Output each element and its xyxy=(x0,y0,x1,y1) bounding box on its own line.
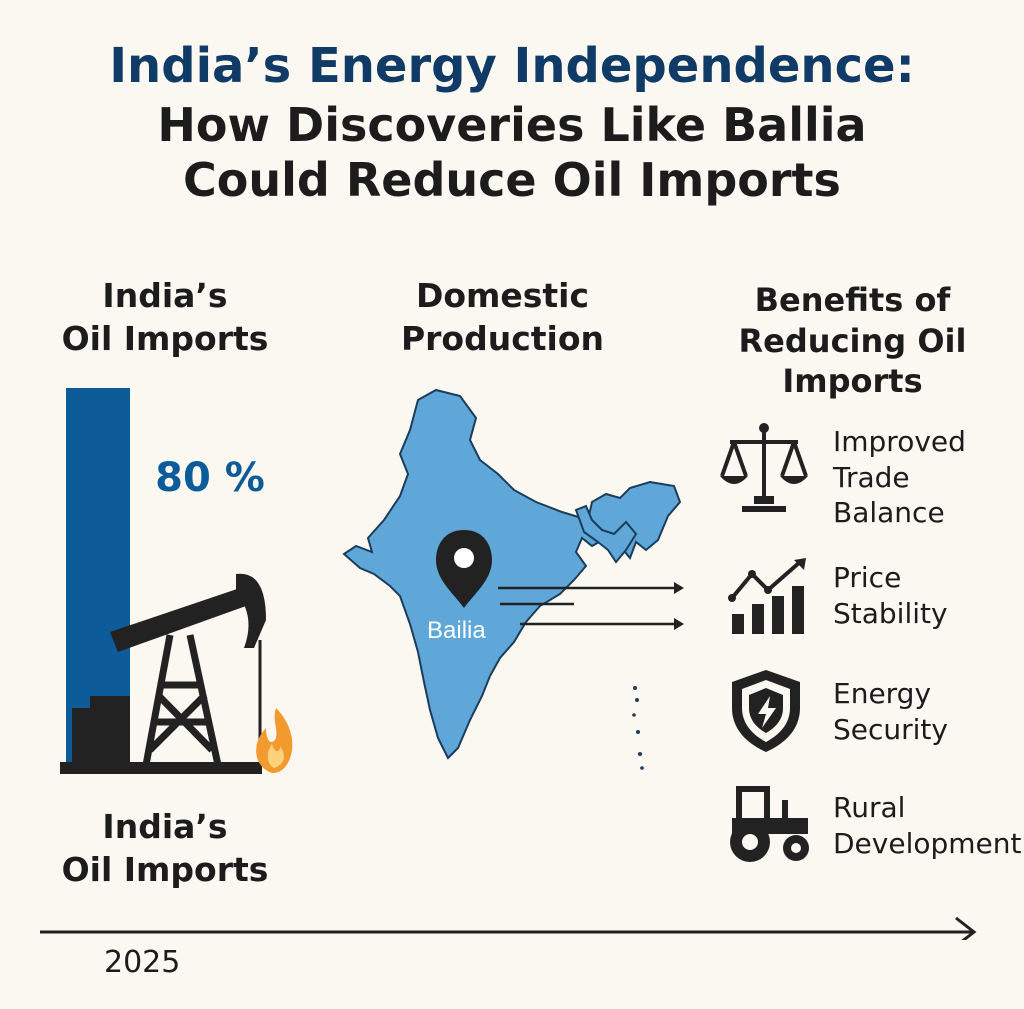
imports-heading: India’s Oil Imports xyxy=(40,275,290,361)
benefits-heading-line-2: Reducing Oil xyxy=(738,321,967,360)
timeline-year: 2025 xyxy=(104,945,181,980)
benefit-1-line-2: Trade xyxy=(833,460,910,494)
oil-pump-icon xyxy=(60,573,293,774)
benefit-4-line-1: Rural xyxy=(833,791,906,824)
pump-beam xyxy=(110,588,246,652)
benefit-price-stability: Price Stability xyxy=(833,560,948,631)
pump-derrick xyxy=(142,634,222,766)
benefit-trade-balance: Improved Trade Balance xyxy=(833,424,966,531)
pump-horse-head xyxy=(236,573,266,648)
location-pin-icon xyxy=(436,530,492,608)
pump-base xyxy=(60,762,262,774)
shield-bolt-icon xyxy=(732,670,800,752)
imports-heading-line-1: India’s xyxy=(102,276,228,315)
india-map-shape xyxy=(342,388,682,760)
scales-icon xyxy=(720,423,808,512)
title-line-3: Could Reduce Oil Imports xyxy=(183,152,841,207)
benefit-2-line-2: Stability xyxy=(833,596,948,630)
benefit-energy-security: Energy Security xyxy=(833,676,948,747)
benefit-rural-development: Rural Development xyxy=(833,790,1022,861)
imports-footer: India’s Oil Imports xyxy=(40,806,290,892)
benefits-heading: Benefits of Reducing Oil Imports xyxy=(720,280,985,402)
map-location-label: Bailia xyxy=(427,617,486,644)
timeline-arrow xyxy=(40,916,977,940)
imports-heading-line-2: Oil Imports xyxy=(61,318,269,358)
page-title: India’s Energy Independence: How Discove… xyxy=(0,38,1024,208)
arrow-right-icon xyxy=(498,582,684,630)
imports-footer-line-2: Oil Imports xyxy=(61,849,269,889)
benefit-4-line-2: Development xyxy=(833,826,1022,860)
imports-footer-line-1: India’s xyxy=(102,807,228,846)
benefits-heading-line-1: Benefits of xyxy=(754,281,951,319)
growth-chart-icon xyxy=(728,558,806,634)
india-map: Bailia xyxy=(342,388,684,770)
domestic-heading-line-1: Domestic xyxy=(415,276,590,315)
benefit-2-line-1: Price xyxy=(833,561,902,594)
tractor-icon xyxy=(730,786,809,862)
flame-icon xyxy=(256,708,293,773)
benefit-1-line-3: Balance xyxy=(833,496,945,530)
pump-motor xyxy=(72,708,130,764)
benefit-1-line-1: Improved xyxy=(833,425,966,458)
imports-percent-label: 80 % xyxy=(155,455,265,501)
title-line-2: How Discoveries Like Ballia xyxy=(157,97,867,152)
benefit-3-line-1: Energy xyxy=(833,677,932,710)
benefit-3-line-2: Security xyxy=(833,712,948,746)
island-dots xyxy=(632,686,644,770)
domestic-heading: Domestic Production xyxy=(365,275,640,361)
domestic-heading-line-2: Production xyxy=(400,318,605,358)
benefits-heading-line-3: Imports xyxy=(782,362,923,401)
title-line-1: India’s Energy Independence: xyxy=(109,38,915,94)
